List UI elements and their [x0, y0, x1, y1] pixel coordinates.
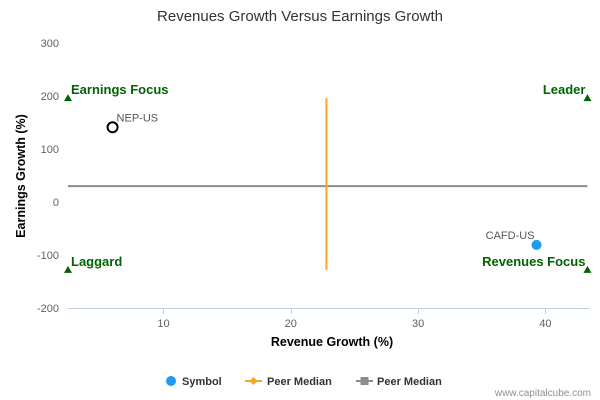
- plot-area: -200 -100 0 100 200 300 10 20 30 40 Earnings Focus…: [37, 38, 592, 330]
- x-tick-label: 20: [285, 318, 297, 330]
- x-tick-label: 30: [412, 318, 424, 330]
- quadrant-marker-revenues-focus: [583, 265, 592, 273]
- y-tick-label: -200: [37, 303, 59, 315]
- x-tick-label: 40: [539, 318, 551, 330]
- quadrant-label-revenues-focus: Revenues Focus: [482, 254, 585, 269]
- legend-symbol-marker: [166, 376, 176, 386]
- legend-peer-median-y-label: Peer Median: [377, 376, 442, 388]
- legend-item-symbol[interactable]: Symbol: [166, 376, 222, 388]
- data-label-nep-us: NEP-US: [117, 112, 159, 124]
- y-tick-label: 300: [41, 38, 59, 50]
- quadrant-label-leader: Leader: [543, 82, 586, 97]
- chart-title: Revenues Growth Versus Earnings Growth: [157, 8, 443, 25]
- legend-peer-median-y-square: [360, 377, 369, 385]
- y-tick-label: 0: [53, 197, 59, 209]
- data-label-cafd-us: CAFD-US: [486, 230, 535, 242]
- x-axis-label: Revenue Growth (%): [271, 335, 393, 349]
- x-tick-label: 10: [157, 318, 169, 330]
- legend-peer-median-x-diamond: [249, 377, 258, 385]
- data-point-cafd-us[interactable]: [531, 239, 542, 250]
- quadrant-marker-leader: [583, 94, 592, 102]
- quadrant-marker-laggard: [64, 265, 72, 273]
- y-tick-label: -100: [37, 250, 59, 262]
- y-axis-label: Earnings Growth (%): [14, 114, 28, 238]
- y-tick-label: 200: [41, 91, 59, 103]
- data-point-nep-us[interactable]: [106, 121, 119, 134]
- y-tick-label: 100: [41, 144, 59, 156]
- quadrant-label-earnings-focus: Earnings Focus: [71, 82, 169, 97]
- quadrant-label-laggard: Laggard: [71, 254, 122, 269]
- legend-peer-median-x-label: Peer Median: [267, 376, 332, 388]
- quadrant-marker-earnings-focus: [64, 94, 72, 102]
- legend-item-peer-median-x[interactable]: Peer Median: [245, 376, 332, 388]
- legend-symbol-label: Symbol: [182, 376, 222, 388]
- legend: Symbol Peer Median Peer Median: [166, 376, 442, 388]
- watermark: www.capitalcube.com: [494, 388, 591, 399]
- legend-item-peer-median-y[interactable]: Peer Median: [356, 376, 442, 388]
